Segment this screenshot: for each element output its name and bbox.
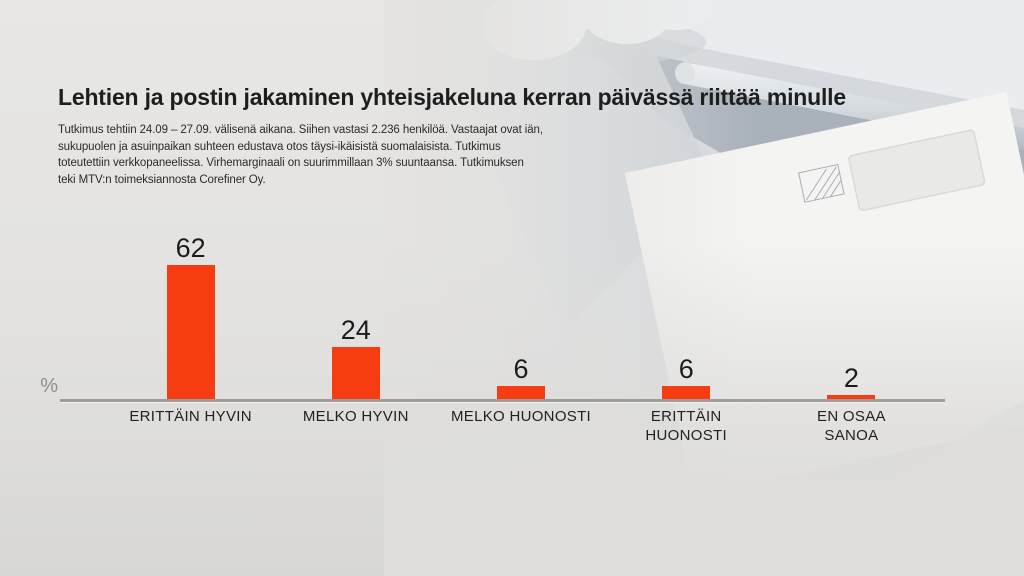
- plot-area: 62 24 6 6 2: [108, 228, 934, 399]
- methodology-text-line: sukupuolen ja asuinpaikan suhteen edusta…: [58, 140, 501, 153]
- y-axis-unit-label: %: [40, 375, 58, 397]
- category-label: EN OSAA SANOA: [817, 408, 886, 444]
- bar: [662, 386, 711, 399]
- bar-value-label: 6: [678, 354, 694, 384]
- category-label: MELKO HUONOSTI: [450, 408, 592, 425]
- category-label: MELKO HYVIN: [302, 408, 409, 425]
- category-label: ERITTÄIN HYVIN: [129, 408, 252, 425]
- bar-value-label: 62: [175, 233, 206, 263]
- category-label: ERITTÄIN HUONOSTI: [645, 408, 727, 444]
- bar-value-label: 6: [513, 354, 529, 384]
- bar-column: 24: [273, 228, 438, 399]
- bar-column: 6: [604, 228, 769, 399]
- methodology-text-line: toteutettiin verkkopaneelissa. Virhemarg…: [58, 157, 524, 169]
- bar-value-label: 24: [340, 315, 371, 345]
- bar-column: 6: [438, 228, 603, 399]
- bar: [331, 347, 380, 399]
- category-labels: ERITTÄIN HYVIN MELKO HYVIN MELKO HUONOSTI E…: [108, 407, 934, 445]
- chart-title: Lehtien ja postin jakaminen yhteisjakelu…: [58, 84, 846, 110]
- bar-column: 2: [769, 228, 934, 399]
- bar-column: 62: [108, 228, 273, 399]
- photo-bottom-fade: [384, 0, 1024, 576]
- bar-value-label: 2: [843, 363, 859, 393]
- x-axis-line: [60, 399, 945, 403]
- methodology-text-line: teki MTV:n toimeksiannosta Corefiner Oy.: [58, 173, 266, 186]
- methodology-text-line: Tutkimus tehtiin 24.09 – 27.09. välisenä…: [58, 124, 543, 136]
- bar: [497, 386, 545, 399]
- bar: [827, 395, 876, 399]
- bar: [166, 265, 215, 399]
- methodology-text: Tutkimus tehtiin 24.09 – 27.09. välisenä…: [58, 122, 543, 188]
